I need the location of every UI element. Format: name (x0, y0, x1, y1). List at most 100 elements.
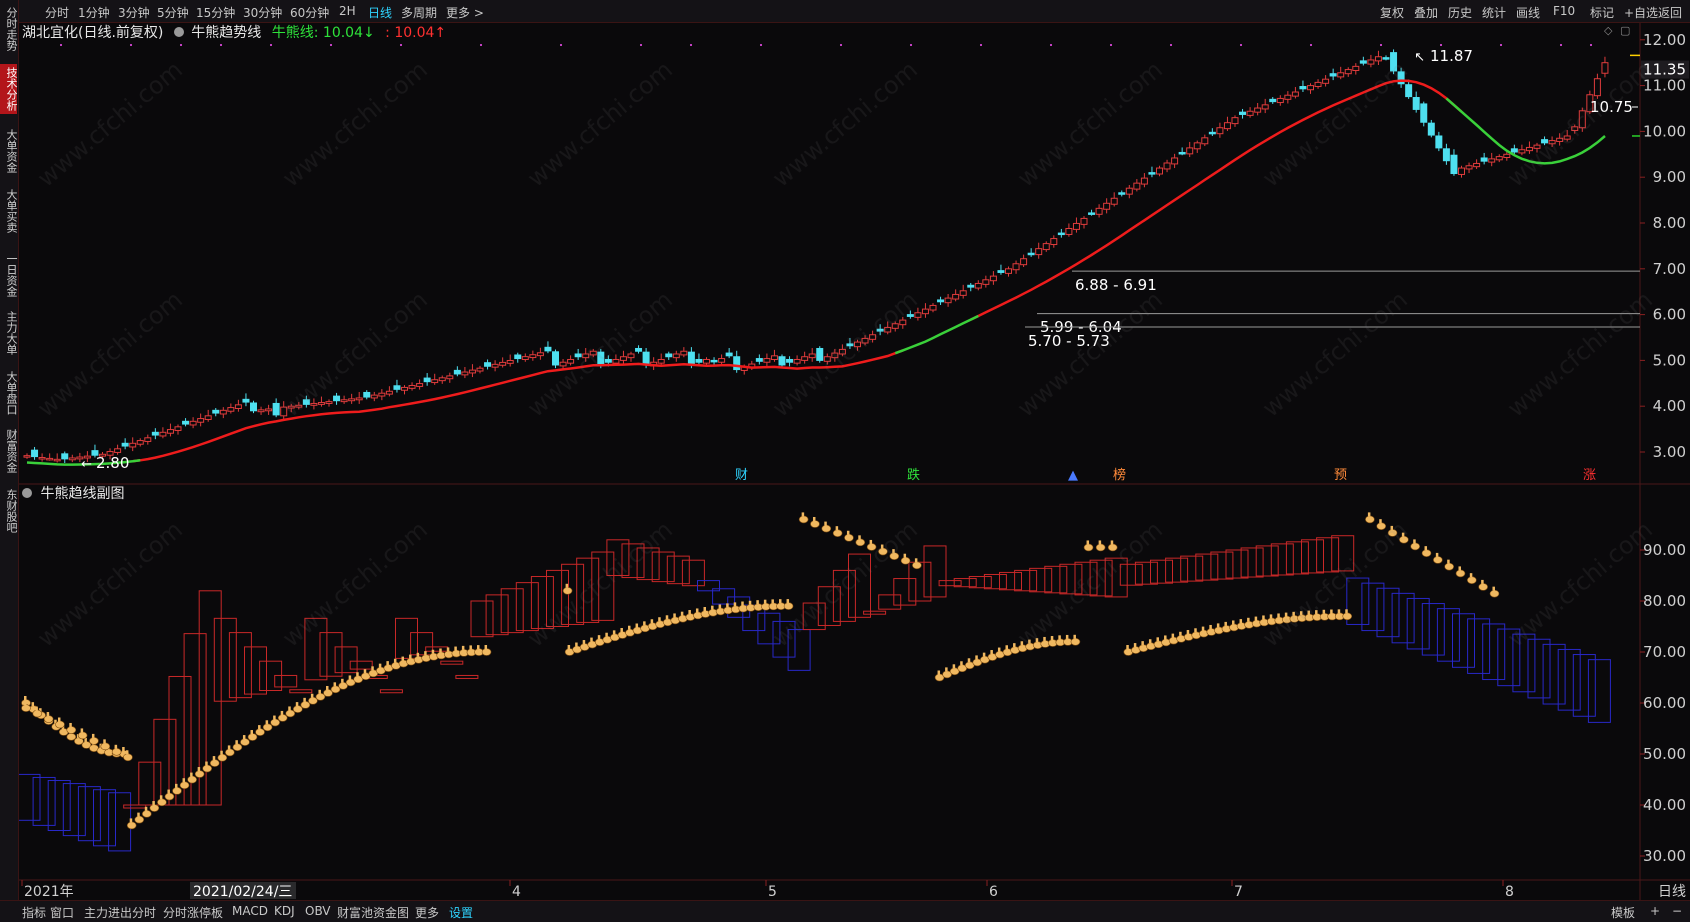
bottom-item[interactable]: 窗口 (50, 906, 75, 920)
candle-body (1307, 85, 1314, 91)
hand-icon (1342, 612, 1353, 621)
bottom-item[interactable]: OBV (305, 904, 331, 918)
period-item[interactable]: 15分钟 (196, 6, 236, 20)
candle-body (687, 351, 695, 366)
hand-icon (149, 804, 160, 812)
hand-icon-finger (1141, 641, 1144, 646)
sub-box (1331, 535, 1355, 572)
period-item[interactable]: 60分钟 (290, 6, 330, 20)
bottom-item[interactable]: 财富池资金图 (337, 906, 410, 920)
hand-icon (43, 715, 54, 723)
subchart-settings-icon[interactable] (22, 488, 32, 498)
left-tab[interactable]: 大单买卖 (5, 189, 18, 233)
candle-body (1518, 149, 1526, 154)
event-marker[interactable]: 榜 (1113, 467, 1126, 483)
diamond-icon[interactable]: ◇ (1604, 24, 1613, 37)
window-icon[interactable]: ▢ (1619, 24, 1631, 37)
candle-body (1027, 252, 1035, 256)
left-tab[interactable]: 财富资金 (5, 429, 18, 473)
bottom-item[interactable]: 指标 (22, 906, 47, 920)
candle-body (280, 406, 288, 417)
candle-body (755, 358, 763, 362)
candle-body (695, 358, 703, 363)
hand-icon-finger (1013, 643, 1016, 648)
stock-title[interactable]: 湖北宜化(日线.前复权) (22, 25, 164, 41)
period-item[interactable]: 1分钟 (78, 6, 110, 20)
bottom-item[interactable]: KDJ (274, 904, 295, 918)
bottom-item[interactable]: MACD (232, 904, 268, 918)
period-item[interactable]: 多周期 (401, 6, 438, 20)
candle-body (944, 297, 952, 304)
candle-body (151, 431, 159, 436)
indicator-settings-icon[interactable] (173, 27, 184, 37)
event-marker[interactable]: 财 (735, 468, 748, 483)
hand-icon (172, 787, 182, 795)
period-item[interactable]: 日线 (368, 6, 393, 20)
zoom-out-button[interactable]: − (1672, 904, 1683, 918)
hand-icon-finger (1345, 609, 1348, 614)
template-button[interactable]: 模板 (1611, 906, 1636, 920)
candle-body (974, 282, 982, 289)
bottom-item[interactable]: 更多 (415, 906, 440, 920)
hand-icon-finger (84, 737, 87, 742)
period-more[interactable]: 更多 > (446, 6, 484, 20)
hand-icon-finger (80, 728, 84, 733)
period-item[interactable]: 3分钟 (118, 6, 150, 20)
candle-body (423, 377, 431, 383)
candle-body (416, 383, 424, 387)
indicator-name[interactable]: 牛熊趋势线 (191, 25, 262, 41)
period-item[interactable]: 2H (339, 4, 356, 18)
hand-icon-finger (892, 549, 895, 554)
candle-body (1291, 91, 1299, 97)
event-marker[interactable]: 预 (1334, 468, 1347, 483)
period-item[interactable]: 5分钟 (157, 6, 189, 20)
left-tab[interactable]: 大单资金 (5, 129, 18, 173)
subchart-title[interactable]: 牛熊趋线副图 (40, 486, 125, 502)
sub-box (77, 786, 101, 842)
sub-box (274, 674, 298, 688)
sub-box (1165, 557, 1189, 583)
tool-button[interactable]: 历史 (1448, 6, 1473, 20)
candle-body (250, 402, 257, 412)
hand-icon-finger (205, 761, 208, 766)
candle-body (1442, 148, 1450, 162)
event-marker[interactable]: ▲ (1068, 468, 1078, 483)
mark-button[interactable]: 标记 (1590, 6, 1615, 20)
tool-button[interactable]: 叠加 (1414, 6, 1439, 20)
cursor-date-label: 2021/02/24/三 (193, 884, 292, 900)
left-tab[interactable]: 一日资金 (5, 253, 18, 297)
event-marker[interactable]: 涨 (1583, 468, 1596, 483)
bottom-item[interactable]: 分时涨停板 (163, 906, 224, 920)
hand-icon-finger (152, 801, 155, 806)
bottom-item[interactable]: 主力进出分时 (84, 906, 157, 920)
left-tab[interactable]: 东财股吧 (5, 489, 18, 533)
candlesticks (23, 49, 1609, 463)
hand-icon-finger (801, 512, 805, 517)
period-item[interactable]: 30分钟 (243, 6, 283, 20)
tool-button[interactable]: +自选 (1624, 6, 1659, 20)
period-item[interactable]: 分时 (45, 6, 70, 20)
hand-icon-finger (741, 601, 744, 606)
left-tab[interactable]: 大单盘口 (5, 371, 18, 415)
candle-body (1261, 104, 1269, 110)
left-tab[interactable]: 主力大单 (5, 311, 18, 355)
hand-icon (255, 728, 265, 736)
hand-icon (821, 524, 832, 533)
zoom-in-button[interactable]: + (1650, 904, 1661, 918)
tool-button[interactable]: F10 (1553, 4, 1576, 18)
tool-button[interactable]: 统计 (1482, 6, 1507, 20)
left-tab[interactable]: 技术分析 (0, 64, 18, 114)
sub-box (938, 580, 962, 587)
tool-button[interactable]: 复权 (1380, 6, 1405, 20)
bottom-item[interactable]: 设置 (449, 906, 474, 920)
left-tab[interactable]: 分时走势 (5, 7, 18, 51)
hand-icon (1433, 556, 1443, 564)
candle-body (1450, 154, 1458, 175)
sub-box (500, 588, 524, 634)
event-marker[interactable]: 跌 (907, 467, 920, 483)
hand-icon-finger (295, 702, 299, 707)
candle-body (1156, 167, 1163, 175)
tool-button[interactable]: 画线 (1516, 6, 1541, 20)
tool-button[interactable]: 返回 (1658, 6, 1683, 20)
